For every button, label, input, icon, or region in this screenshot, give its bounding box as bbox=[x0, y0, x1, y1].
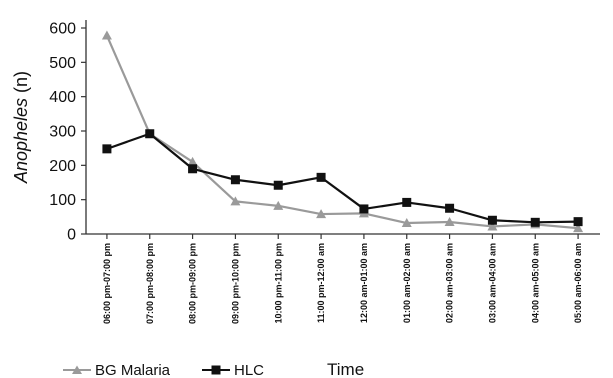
series-layer bbox=[101, 30, 584, 233]
data-point-bg-malaria bbox=[230, 196, 241, 206]
y-tick-label: 100 bbox=[49, 192, 76, 209]
data-point-hlc bbox=[445, 203, 455, 213]
x-axis-label: Time bbox=[327, 360, 364, 378]
y-ticks: 0 100 200 300 400 500 600 bbox=[49, 21, 86, 244]
data-point-bg-malaria bbox=[187, 156, 198, 166]
x-tick-label: 05:00 am-06:00 am bbox=[573, 243, 583, 323]
y-tick-label: 400 bbox=[49, 89, 76, 106]
series-line-hlc bbox=[106, 132, 579, 224]
x-tick-label: 01:00 am-02:00 am bbox=[402, 243, 412, 323]
legend-label-bg-malaria: BG Malaria bbox=[95, 362, 171, 378]
x-tick-label: 03:00 am-04:00 am bbox=[487, 243, 497, 323]
y-tick-label: 200 bbox=[49, 158, 76, 175]
data-point-hlc bbox=[102, 144, 112, 154]
data-point-hlc bbox=[487, 215, 497, 225]
data-point-hlc bbox=[359, 204, 369, 214]
legend-label-hlc: HLC bbox=[234, 362, 264, 378]
series-line-bg-malaria bbox=[105, 35, 579, 230]
legend-marker-bg-malaria bbox=[72, 365, 82, 374]
data-point-hlc bbox=[316, 172, 326, 182]
legend: BG Malaria HLC bbox=[63, 362, 264, 378]
x-ticks: 06:00 pm-07:00 pm 07:00 pm-08:00 pm 08:00 … bbox=[102, 234, 583, 324]
data-point-hlc bbox=[573, 217, 583, 227]
x-tick-label: 08:00 pm-09:00 pm bbox=[188, 243, 198, 324]
x-tick-label: 02:00 am-03:00 am bbox=[445, 243, 455, 323]
data-point-hlc bbox=[530, 217, 540, 227]
data-point-hlc bbox=[188, 164, 198, 174]
y-tick-label: 600 bbox=[49, 21, 76, 38]
x-tick-label: 09:00 pm-10:00 pm bbox=[230, 243, 240, 324]
data-point-bg-malaria bbox=[401, 218, 412, 228]
data-point-bg-malaria bbox=[101, 30, 112, 40]
x-tick-label: 07:00 pm-08:00 pm bbox=[145, 243, 155, 324]
data-point-hlc bbox=[230, 175, 240, 185]
x-tick-label: 12:00 am-01:00 am bbox=[359, 243, 369, 323]
x-tick-label: 04:00 am-05:00 am bbox=[530, 243, 540, 323]
y-axis-label: Anopheles (n) bbox=[11, 71, 31, 184]
data-point-hlc bbox=[402, 197, 412, 207]
data-point-bg-malaria bbox=[487, 221, 498, 231]
data-point-bg-malaria bbox=[273, 200, 284, 210]
y-tick-label: 300 bbox=[49, 124, 76, 141]
legend-marker-hlc bbox=[211, 365, 221, 375]
y-tick-label: 0 bbox=[67, 227, 76, 244]
data-point-hlc bbox=[273, 180, 283, 190]
data-point-bg-malaria bbox=[573, 223, 584, 233]
data-point-hlc bbox=[145, 129, 155, 139]
y-axis-label-main: Anopheles bbox=[11, 98, 31, 184]
data-point-bg-malaria bbox=[444, 216, 455, 226]
data-point-bg-malaria bbox=[316, 209, 327, 219]
x-tick-label: 11:00 pm-12:00 am bbox=[316, 243, 326, 323]
x-tick-label: 06:00 pm-07:00 pm bbox=[102, 243, 112, 324]
x-tick-label: 10:00 pm-11:00 pm bbox=[273, 243, 283, 324]
y-tick-label: 500 bbox=[49, 55, 76, 72]
y-axis-label-unit: (n) bbox=[11, 71, 31, 98]
